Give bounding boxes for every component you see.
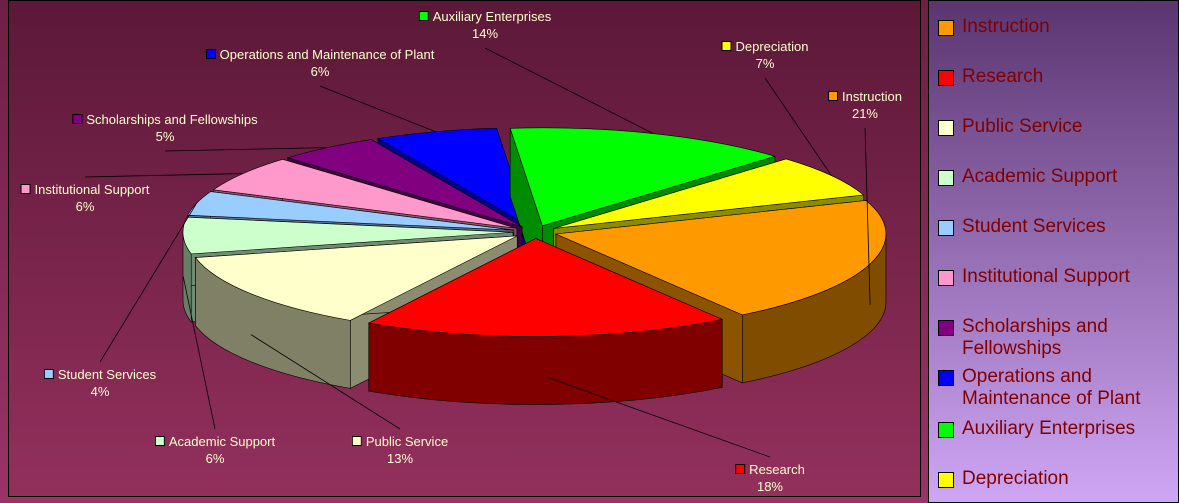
label-value: 4%: [90, 384, 110, 399]
label-swatch: [351, 436, 362, 446]
label-name: Instruction: [842, 89, 902, 104]
legend-label: Instruction: [962, 16, 1050, 37]
label-value: 18%: [756, 479, 784, 494]
legend-swatch: [938, 120, 954, 136]
legend-label: Academic Support: [962, 166, 1118, 187]
data-label: Research 18%: [735, 461, 805, 495]
leader-line: [547, 376, 771, 458]
label-swatch: [828, 91, 839, 101]
legend-item: Operations and Maintenance of Plant: [936, 366, 1172, 410]
label-value: 14%: [471, 26, 499, 41]
slice: [554, 200, 887, 316]
data-label: Academic Support 6%: [154, 433, 276, 467]
leader-line: [864, 127, 871, 305]
legend-label: Institutional Support: [962, 266, 1130, 287]
label-name: Depreciation: [735, 39, 809, 54]
legend-swatch: [938, 320, 954, 336]
label-swatch: [154, 436, 165, 446]
label-value: 7%: [755, 56, 775, 71]
legend-label: Depreciation: [962, 468, 1069, 489]
legend-box: [928, 0, 1179, 503]
legend-swatch: [938, 472, 954, 488]
label-name: Public Service: [365, 434, 449, 449]
legend-item: Auxiliary Enterprises: [936, 418, 1172, 440]
legend-swatch: [938, 422, 954, 438]
label-value: 6%: [75, 199, 95, 214]
label-value: 6%: [205, 451, 225, 466]
data-label: Scholarships and Fellowships 5%: [72, 111, 258, 145]
data-label: Student Services 4%: [43, 366, 157, 400]
legend-item: Institutional Support: [936, 266, 1172, 288]
legend-swatch: [938, 370, 954, 386]
legend-swatch: [938, 220, 954, 236]
label-value: 5%: [155, 129, 175, 144]
legend-item: Depreciation: [936, 468, 1172, 490]
slice: [182, 216, 514, 255]
label-swatch: [43, 369, 54, 379]
label-name: Research: [749, 462, 805, 477]
slice: [194, 235, 518, 321]
leader-line: [484, 47, 654, 134]
leader-line: [250, 334, 401, 430]
label-name: Auxiliary Enterprises: [432, 9, 552, 24]
slice: [212, 158, 517, 229]
label-value: 21%: [851, 106, 879, 121]
label-swatch: [735, 464, 746, 474]
label-swatch: [72, 114, 83, 124]
leader-line: [182, 276, 216, 430]
slice: [286, 139, 523, 228]
legend-label: Research: [962, 66, 1044, 87]
label-name: Scholarships and Fellowships: [86, 112, 258, 127]
legend-item: Public Service: [936, 116, 1172, 138]
legend-item: Instruction: [936, 16, 1172, 38]
legend-label: Scholarships and Fellowships: [962, 316, 1108, 359]
legend-label: Operations and Maintenance of Plant: [962, 366, 1141, 409]
data-label: Instruction 21%: [828, 88, 902, 122]
label-name: Institutional Support: [34, 182, 150, 197]
slice: [377, 127, 530, 227]
legend-label: Auxiliary Enterprises: [962, 418, 1136, 439]
legend-item: Research: [936, 66, 1172, 88]
data-label: Public Service 13%: [351, 433, 449, 467]
label-name: Student Services: [57, 367, 157, 382]
legend-item: Student Services: [936, 216, 1172, 238]
leader-line: [319, 85, 436, 133]
leader-line: [764, 77, 832, 176]
data-label: Operations and Maintenance of Plant 6%: [200, 46, 440, 80]
legend-swatch: [938, 70, 954, 86]
label-value: 6%: [310, 64, 330, 79]
legend-label: Student Services: [962, 216, 1106, 237]
data-label: Institutional Support 6%: [20, 181, 150, 215]
leader-line: [99, 202, 197, 363]
legend-swatch: [938, 270, 954, 286]
leader-line: [164, 147, 328, 152]
label-name: Operations and Maintenance of Plant: [219, 47, 435, 62]
legend-swatch: [938, 20, 954, 36]
legend-item: Academic Support: [936, 166, 1172, 188]
label-name: Academic Support: [168, 434, 276, 449]
label-swatch: [20, 184, 31, 194]
data-label: Depreciation 7%: [721, 38, 809, 72]
label-swatch: [205, 49, 216, 59]
legend-swatch: [938, 170, 954, 186]
slice: [367, 238, 724, 337]
data-label: Auxiliary Enterprises 14%: [418, 8, 552, 42]
legend-label: Public Service: [962, 116, 1083, 137]
label-value: 13%: [386, 451, 414, 466]
legend-item: Scholarships and Fellowships: [936, 316, 1172, 360]
label-swatch: [418, 11, 429, 21]
leader-line: [84, 173, 244, 178]
label-swatch: [721, 41, 732, 51]
